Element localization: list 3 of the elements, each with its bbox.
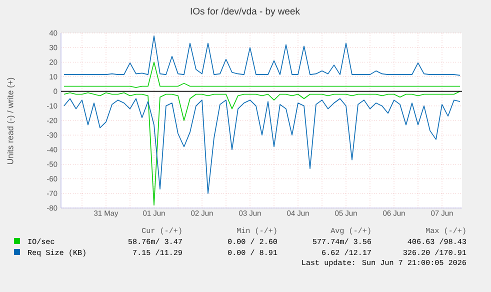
y-axis-title: Units read (-) / write (+)	[7, 78, 15, 164]
line-series	[64, 98, 460, 194]
chart-title: IOs for /dev/vda - by week	[190, 8, 300, 16]
